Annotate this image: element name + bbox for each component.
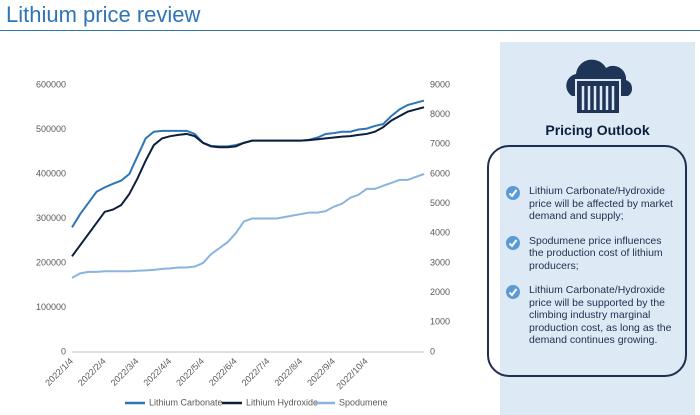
y2-tick-label: 8000	[430, 109, 450, 119]
legend-label: Lithium Carbonate	[149, 397, 223, 407]
y-tick-label: 400000	[36, 168, 66, 178]
y-tick-label: 200000	[36, 257, 66, 267]
y2-tick-label: 1000	[430, 317, 450, 327]
outlook-box: Lithium Carbonate/Hydroxide price will b…	[487, 145, 687, 377]
legend-label: Lithium Hydroxide	[246, 397, 318, 407]
x-tick-label: 2022/2/4	[76, 356, 108, 388]
outlook-item: Lithium Carbonate/Hydroxide price will b…	[503, 185, 677, 223]
check-icon	[506, 285, 520, 299]
y2-tick-label: 4000	[430, 228, 450, 238]
y-tick-label: 100000	[36, 302, 66, 312]
outlook-item: Lithium Carbonate/Hydroxide price will b…	[503, 284, 677, 347]
x-tick-label: 2022/9/4	[305, 356, 337, 388]
outlook-text: Lithium Carbonate/Hydroxide price will b…	[529, 284, 672, 346]
y-tick-label: 0	[61, 346, 66, 356]
x-tick-label: 2022/4/4	[141, 356, 173, 388]
check-icon	[506, 235, 520, 250]
check-icon	[506, 186, 520, 200]
y2-tick-label: 7000	[430, 139, 450, 149]
x-tick-label: 2022/8/4	[272, 356, 304, 388]
y-tick-label: 600000	[36, 79, 66, 89]
y2-tick-label: 9000	[430, 79, 450, 89]
title-rule	[0, 30, 700, 31]
cloud-building-icon	[566, 59, 633, 115]
x-tick-label: 2022/6/4	[207, 356, 239, 388]
series-line	[71, 173, 425, 279]
y-tick-label: 500000	[36, 124, 66, 134]
y2-tick-label: 0	[430, 346, 435, 356]
series-line	[71, 99, 425, 228]
y2-tick-label: 2000	[430, 287, 450, 297]
y2-tick-label: 6000	[430, 168, 450, 178]
outlook-panel: Pricing Outlook	[500, 42, 695, 415]
y2-tick-label: 3000	[430, 257, 450, 267]
y2-tick-label: 5000	[430, 198, 450, 208]
x-tick-label: 2022/1/4	[43, 356, 75, 388]
page-title: Lithium price review	[6, 2, 201, 27]
series-line	[71, 106, 425, 257]
x-tick-label: 2022/10/4	[334, 356, 369, 391]
x-tick-label: 2022/7/4	[240, 356, 272, 388]
legend-label: Spodumene	[339, 397, 388, 407]
y-tick-label: 300000	[36, 213, 66, 223]
x-tick-label: 2022/3/4	[109, 356, 141, 388]
x-tick-label: 2022/5/4	[174, 356, 206, 388]
outlook-text: Spodumene price influences the productio…	[529, 234, 663, 272]
outlook-text: Lithium Carbonate/Hydroxide price will b…	[529, 185, 673, 222]
panel-heading: Pricing Outlook	[545, 122, 650, 138]
outlook-item: Spodumene price influences the productio…	[503, 235, 677, 273]
